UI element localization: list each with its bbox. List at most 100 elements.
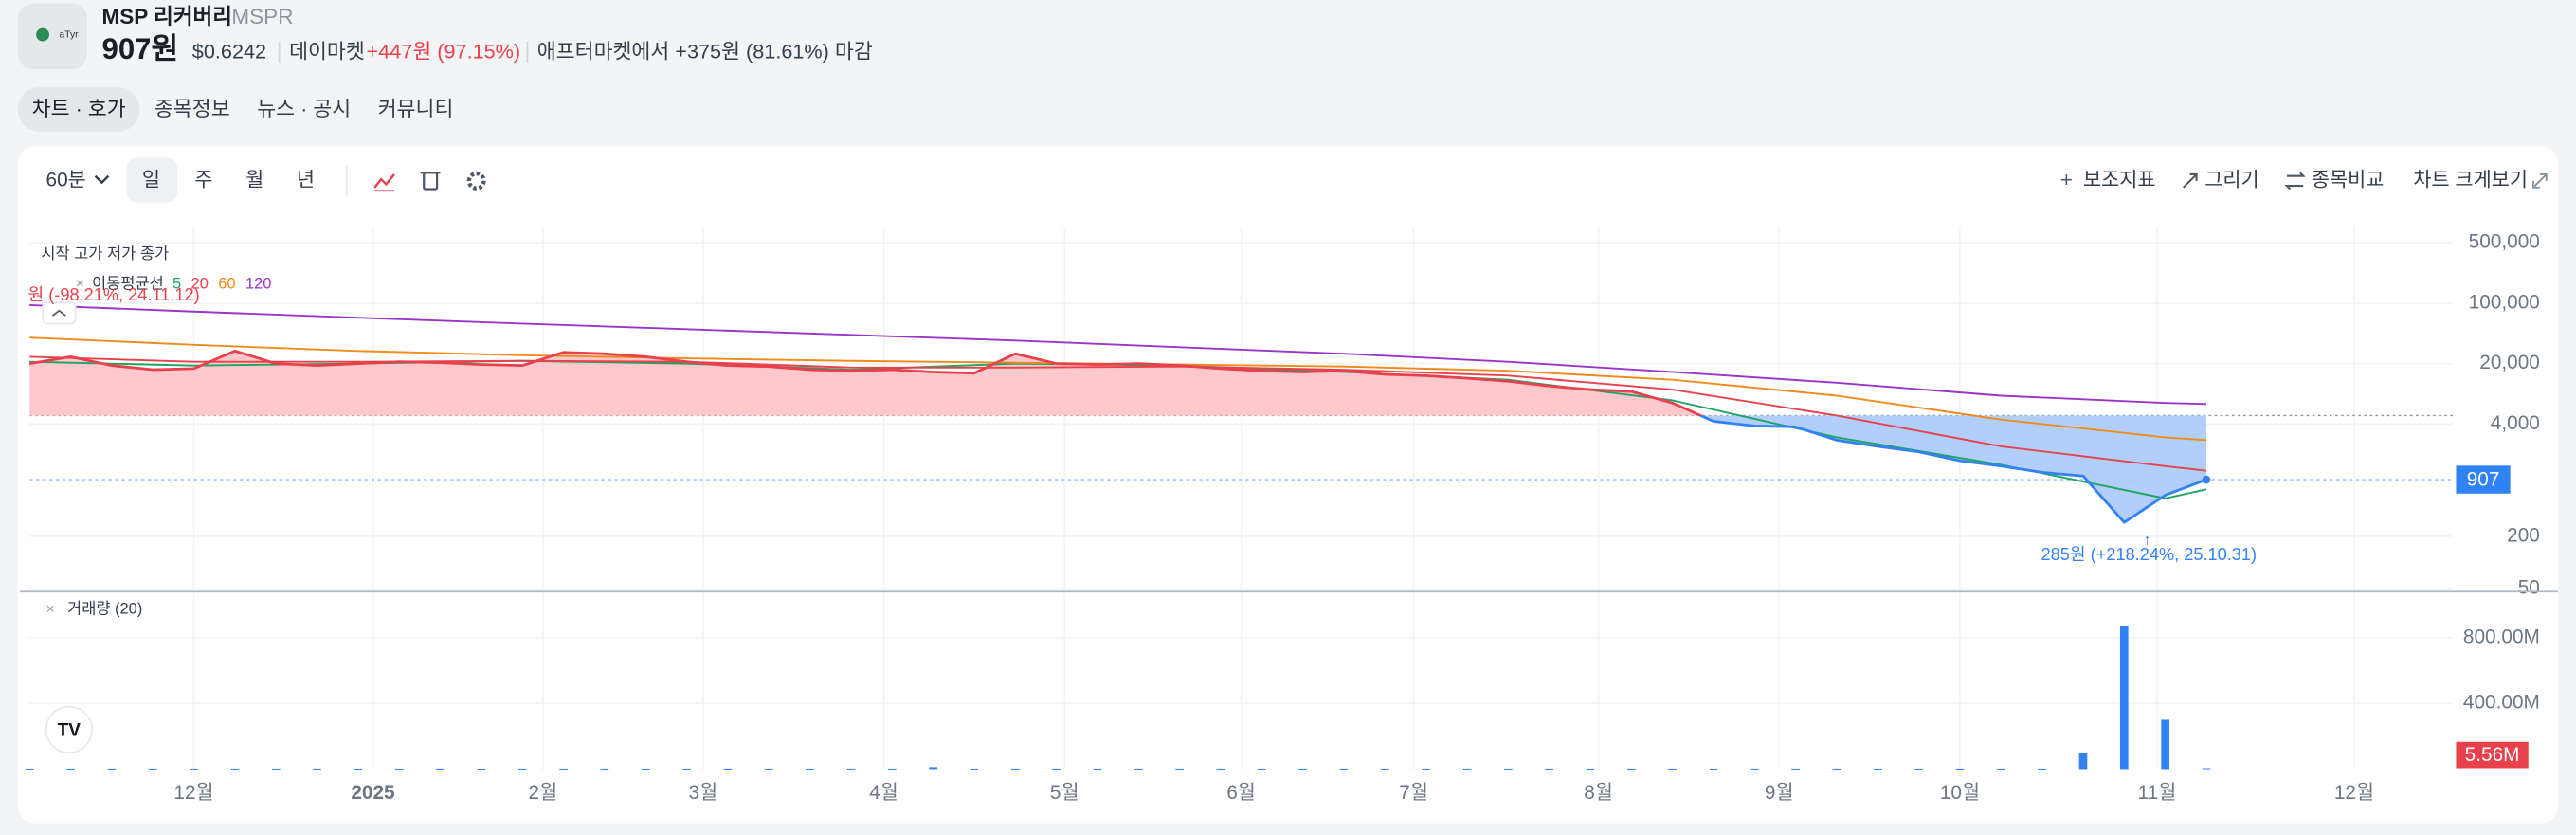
x-tick-label: 11월 — [2138, 782, 2177, 804]
close-icon[interactable]: × — [46, 601, 55, 617]
collapse-button[interactable] — [42, 301, 77, 325]
volume-bar — [1914, 768, 1923, 770]
session-label: 데이마켓 — [289, 39, 365, 63]
interval-select[interactable]: 60분 — [46, 169, 86, 191]
volume-bar — [1668, 768, 1677, 770]
after-market: 애프터마켓에서 +375원 (81.61%) 마감 — [537, 39, 873, 63]
stock-ticker: MSPR — [231, 5, 293, 28]
volume-bar — [1134, 768, 1143, 770]
last-price-dot — [2202, 475, 2211, 484]
y-tick-label: 50 — [2518, 576, 2540, 598]
volume-bar — [354, 768, 363, 770]
volume-bar — [764, 768, 773, 770]
stock-price: 907원 — [101, 32, 178, 65]
volume-bar — [1791, 768, 1800, 770]
price-line — [28, 349, 2207, 524]
volume-bar — [1462, 768, 1472, 770]
volume-bar — [1586, 768, 1595, 770]
dropdown-icon — [94, 174, 110, 185]
current-volume-tag — [2456, 741, 2529, 769]
x-tick-label: 2월 — [529, 782, 558, 804]
tv-logo — [45, 705, 93, 753]
volume-bar — [1298, 768, 1307, 770]
toolbar-action[interactable]: 그리기 — [2204, 169, 2259, 191]
y-tick-label: 100,000 — [2469, 291, 2540, 313]
low-arrow: ↑ — [2144, 533, 2151, 549]
logo-mark — [36, 27, 50, 42]
line-tool-icon[interactable] — [373, 173, 395, 189]
toolbar-action[interactable]: 종목비교 — [2312, 169, 2385, 191]
toolbar-action[interactable]: 보조지표 — [2083, 169, 2156, 191]
period-button[interactable]: 월 — [245, 169, 263, 191]
y-tick-label: 20,000 — [2479, 352, 2540, 373]
settings-icon[interactable] — [466, 171, 486, 191]
tab[interactable]: 뉴스 · 공시 — [257, 97, 351, 120]
tab[interactable]: 커뮤니티 — [378, 97, 454, 120]
volume-bar — [1093, 768, 1102, 770]
volume-bar — [313, 768, 321, 770]
y-tick-label: 200 — [2507, 524, 2540, 546]
tab[interactable]: 종목정보 — [154, 97, 230, 120]
volume-bar — [2038, 768, 2046, 770]
volume-bar — [477, 768, 486, 770]
volume-bar — [1010, 768, 1020, 770]
volume-bar — [1422, 768, 1430, 770]
toolbar-action[interactable]: 차트 크게보기 — [2413, 169, 2528, 191]
tab[interactable]: 차트 · 호가 — [32, 97, 126, 120]
ma-legend-item: 5 — [172, 275, 181, 292]
low-annotation: 285원 (+218.24%, 25.10.31) — [2041, 545, 2258, 564]
x-tick-label: 6월 — [1226, 782, 1256, 804]
grid-layer: 12월 2025 2월 3월 4월 5월 6월 7월 8월 9월 10월 11월 12월 500,000 1… — [29, 227, 2540, 804]
period-button[interactable]: 일 — [142, 169, 160, 191]
x-tick-label: 4월 — [869, 782, 898, 804]
ohlc-legend: 시작 고가 저가 종가 — [41, 245, 169, 263]
current-price-tag — [2456, 465, 2511, 494]
compare-icon — [2284, 172, 2306, 191]
tab-active-bg — [18, 87, 140, 132]
ma-legend-item: 120 — [245, 275, 271, 292]
x-tick-label: 10월 — [1940, 782, 1980, 804]
y-tick-label: 500,000 — [2469, 231, 2540, 253]
x-tick-label: 7월 — [1399, 782, 1428, 804]
volume-bar — [641, 768, 650, 770]
y-tick-label: 800.00M — [2463, 626, 2540, 647]
volume-bar — [1873, 768, 1882, 770]
x-tick-label: 12월 — [2334, 782, 2374, 804]
volume-bar — [887, 768, 897, 770]
close-icon[interactable]: × — [76, 276, 84, 292]
period-button[interactable]: 년 — [297, 169, 315, 191]
period-active-bg — [126, 157, 178, 203]
period-button[interactable]: 주 — [194, 169, 212, 191]
tv-logo-text: TV — [58, 721, 82, 741]
x-tick-label: 5월 — [1050, 782, 1079, 804]
stock-name: MSP 리커버리 — [101, 5, 232, 28]
volume-bar — [1709, 768, 1718, 770]
volume-bar — [1832, 768, 1841, 770]
volume-bar — [66, 768, 75, 770]
volume-bar — [107, 768, 117, 770]
y-tick-label: 4,000 — [2491, 412, 2540, 434]
volume-bar — [1626, 768, 1636, 770]
ma-legend-item: 20 — [191, 275, 209, 292]
volume-bar — [682, 768, 691, 770]
high-annotation: 원 (-98.21%, 24.11.12) — [27, 285, 199, 304]
stock-logo — [18, 3, 87, 70]
draw-icon — [2182, 172, 2198, 189]
y-tick-label: 400.00M — [2463, 692, 2540, 714]
usd-price: $0.6242 — [192, 39, 266, 63]
volume-bar — [1996, 768, 2005, 770]
price-change: +447원 (97.15%) — [367, 39, 521, 63]
volume-bar — [2119, 626, 2129, 770]
volume-bar — [1175, 768, 1184, 770]
volume-bar — [190, 768, 198, 770]
volume-bar — [1052, 768, 1061, 770]
current-volume-label: 5.56M — [2465, 744, 2520, 766]
overlay-layer: 시작 고가 저가 종가 이동평균선 × 거래량 (20) × TV 5 20 60 1… — [19, 245, 2558, 770]
x-tick-label: 8월 — [1584, 782, 1613, 804]
collapse-icon — [51, 309, 66, 317]
volume-bar — [1503, 768, 1513, 770]
volume-bar — [436, 768, 444, 770]
